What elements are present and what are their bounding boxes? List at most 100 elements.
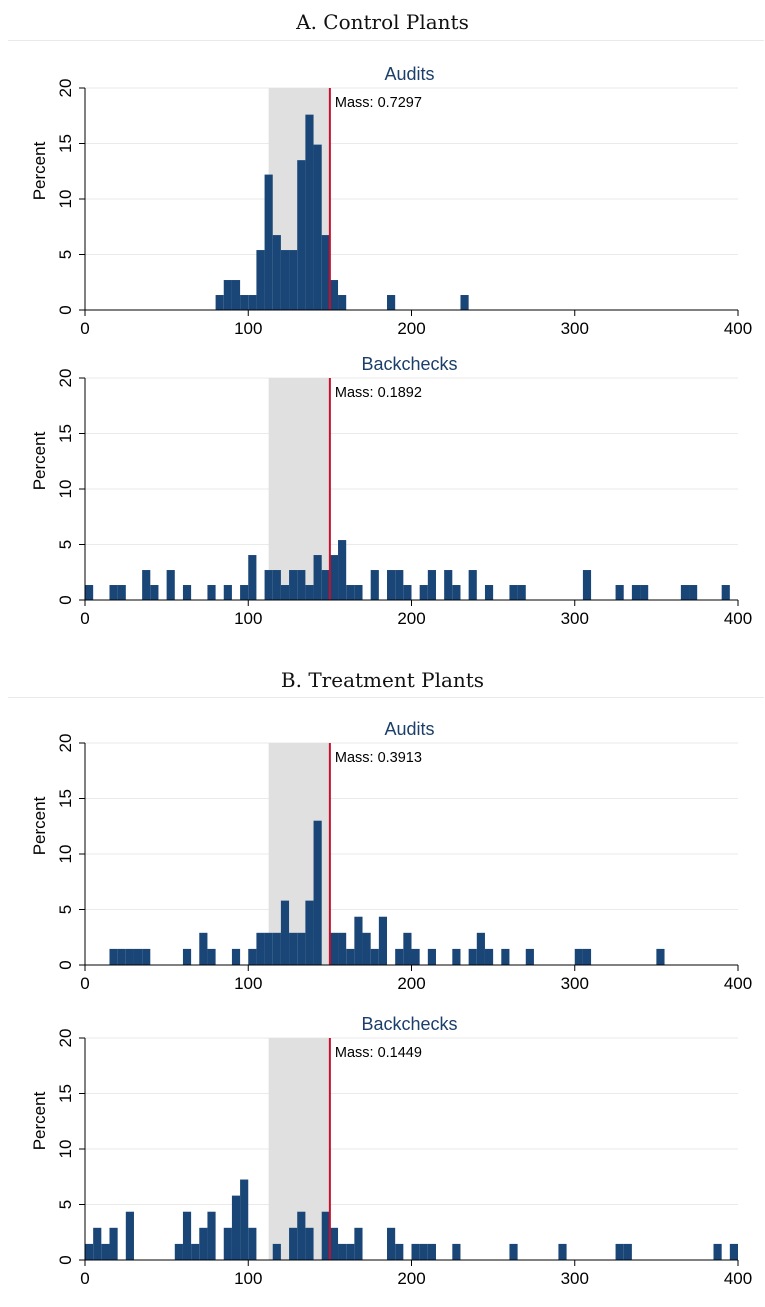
chart-1-bar-16 — [305, 585, 314, 600]
chart-3-bar-15 — [289, 1227, 298, 1260]
chart-0-xtick-label-3: 300 — [561, 319, 589, 338]
chart-2-bar-27 — [411, 948, 420, 965]
panel-divider-treatment — [8, 697, 764, 698]
chart-2-bar-4 — [142, 948, 151, 965]
chart-2-bar-35 — [574, 948, 583, 965]
chart-0-bar-10 — [297, 160, 306, 310]
chart-1-bar-36 — [615, 585, 624, 600]
chart-0-bar-7 — [272, 235, 281, 310]
chart-0-bar-8 — [280, 250, 290, 310]
chart-0-bar-12 — [313, 144, 322, 310]
histogram-control-audits: 0 100 200 300 400 0 5 10 15 20 Percent Audits Mass: … — [30, 64, 752, 338]
chart-1-bar-25 — [395, 570, 404, 600]
chart-3-ytick-label-0: 0 — [56, 1255, 75, 1264]
chart-3-bar-23 — [387, 1227, 396, 1260]
chart-2-bar-17 — [313, 820, 322, 965]
chart-3-bar-5 — [174, 1243, 183, 1260]
chart-1-ytick-label-2: 10 — [56, 480, 75, 499]
chart-0-bar-14 — [329, 280, 339, 310]
chart-2-xtick-label-0: 0 — [80, 974, 89, 993]
chart-1-bar-27 — [419, 585, 428, 600]
chart-3-bar-26 — [419, 1243, 428, 1260]
chart-2-bar-9 — [248, 948, 257, 965]
chart-2-ytick-label-4: 20 — [56, 734, 75, 753]
chart-1-bar-33 — [509, 585, 518, 600]
chart-2-bar-0 — [109, 948, 118, 965]
chart-2-bar-26 — [403, 932, 412, 965]
chart-0-bar-17 — [460, 295, 469, 310]
chart-3-bar-8 — [199, 1227, 208, 1260]
chart-2-ytick-label-1: 5 — [56, 905, 75, 914]
chart-0-xtick-label-0: 0 — [80, 319, 89, 338]
chart-2-bar-2 — [125, 948, 134, 965]
chart-1-title: Backchecks — [361, 354, 457, 374]
chart-3-bar-20 — [338, 1243, 347, 1260]
chart-2-bar-16 — [305, 900, 314, 965]
chart-1-bar-37 — [631, 585, 641, 600]
chart-3-bar-22 — [354, 1227, 363, 1260]
chart-1-bar-23 — [370, 570, 379, 600]
chart-1-mass-annotation: Mass: 0.1892 — [335, 385, 422, 401]
chart-1-bar-29 — [444, 570, 453, 600]
chart-2-bar-25 — [395, 948, 404, 965]
panel-title-control: A. Control Plants — [296, 10, 469, 34]
chart-3-xtick-label-1: 100 — [234, 1269, 262, 1288]
chart-1-bar-4 — [150, 585, 159, 600]
chart-1-xtick-label-4: 400 — [724, 609, 752, 628]
chart-2-bar-36 — [582, 948, 592, 965]
panel-divider-control — [8, 40, 764, 41]
chart-3-xtick-label-3: 300 — [561, 1269, 589, 1288]
histogram-treatment-audits: 0 100 200 300 400 0 5 10 15 20 Percent Audits Mass: … — [30, 719, 752, 993]
chart-1-xtick-label-0: 0 — [80, 609, 89, 628]
chart-1-bar-22 — [354, 585, 363, 600]
chart-0-bar-3 — [240, 295, 249, 310]
chart-1-xtick-label-1: 100 — [234, 609, 262, 628]
chart-1-ytick-label-3: 15 — [56, 424, 75, 443]
chart-2-ytick-label-0: 0 — [56, 960, 75, 969]
chart-1-bar-11 — [264, 570, 273, 600]
chart-1-xtick-label-2: 200 — [397, 609, 425, 628]
chart-2-bar-5 — [182, 948, 192, 965]
chart-0-bar-9 — [289, 250, 298, 310]
chart-0-mass-annotation: Mass: 0.7297 — [335, 95, 422, 111]
chart-2-bar-8 — [231, 948, 241, 965]
chart-2-bar-18 — [329, 932, 339, 965]
chart-3-ytick-label-3: 15 — [56, 1084, 75, 1103]
chart-3-bar-13 — [248, 1227, 257, 1260]
chart-0-bar-16 — [387, 295, 396, 310]
chart-3-bar-18 — [321, 1211, 330, 1260]
chart-1-bar-0 — [85, 585, 94, 600]
chart-2-bar-29 — [452, 948, 461, 965]
chart-1-bar-28 — [427, 570, 436, 600]
chart-2-bar-37 — [656, 948, 665, 965]
chart-2-ylabel: Percent — [30, 796, 49, 855]
chart-1-ylabel: Percent — [30, 431, 49, 490]
chart-2-ytick-label-3: 15 — [56, 789, 75, 808]
chart-2-bar-7 — [207, 948, 216, 965]
chart-0-ytick-label-3: 15 — [56, 134, 75, 153]
chart-2-bar-31 — [476, 932, 485, 965]
chart-0-xtick-label-4: 400 — [724, 319, 752, 338]
chart-1-bar-20 — [338, 540, 347, 600]
chart-2-bar-20 — [346, 948, 355, 965]
chart-1-bar-19 — [329, 555, 339, 600]
chart-2-bar-14 — [289, 932, 298, 965]
chart-2-bar-33 — [501, 948, 510, 965]
chart-0-xtick-label-2: 200 — [397, 319, 425, 338]
chart-3-xtick-label-0: 0 — [80, 1269, 89, 1288]
chart-3-bar-9 — [207, 1211, 216, 1260]
chart-1-bar-6 — [182, 585, 192, 600]
chart-0-ytick-label-4: 20 — [56, 79, 75, 98]
chart-3-bar-29 — [509, 1243, 518, 1260]
chart-1-bar-24 — [387, 570, 396, 600]
chart-2-xtick-label-3: 300 — [561, 974, 589, 993]
chart-0-bar-15 — [338, 295, 347, 310]
chart-1-bar-39 — [680, 585, 690, 600]
chart-2-bar-34 — [525, 948, 534, 965]
chart-3-bar-32 — [623, 1243, 632, 1260]
chart-1-bar-14 — [289, 570, 298, 600]
chart-3-bar-1 — [93, 1227, 102, 1260]
chart-3-bar-12 — [240, 1179, 249, 1260]
chart-2-xtick-label-2: 200 — [397, 974, 425, 993]
chart-2-mass-annotation: Mass: 0.3913 — [335, 750, 422, 766]
